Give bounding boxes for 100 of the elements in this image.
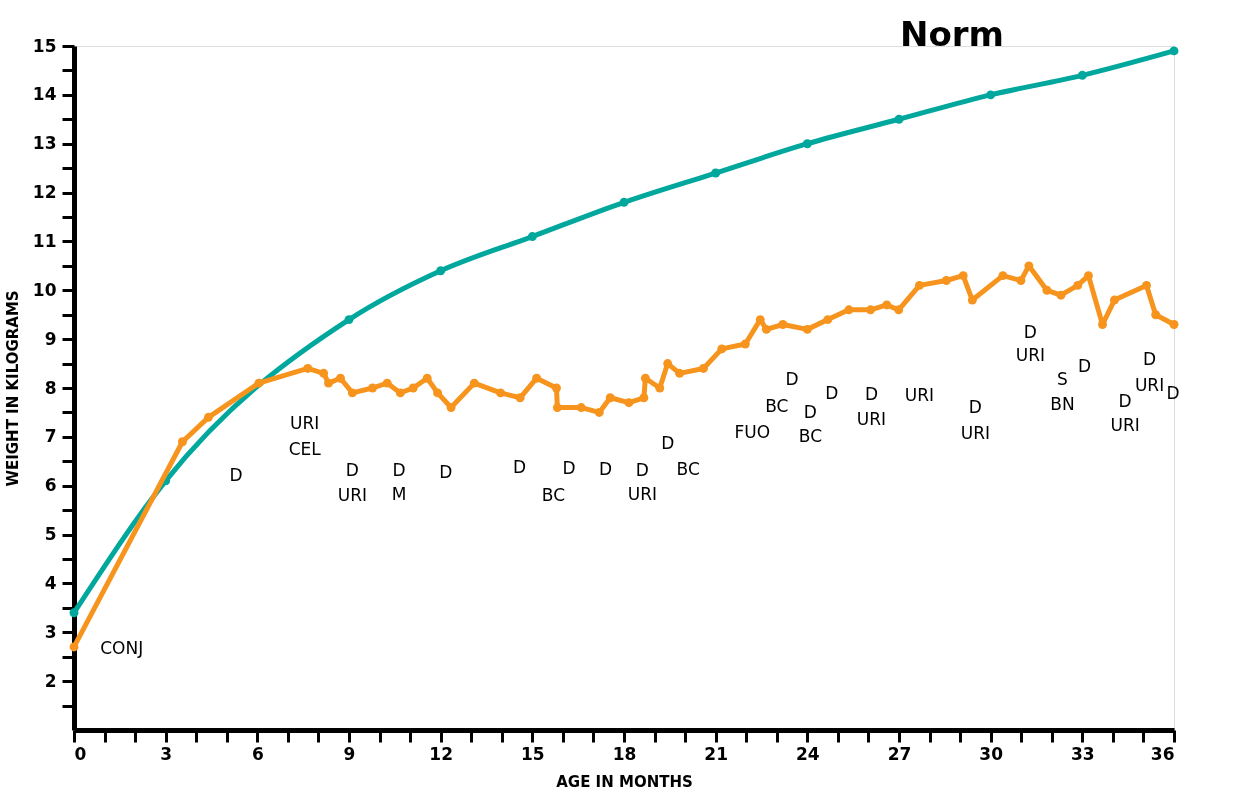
- annotation: BC: [765, 396, 789, 417]
- point: [655, 383, 665, 393]
- point: [844, 305, 854, 315]
- point: [1042, 285, 1052, 295]
- point: [740, 339, 750, 349]
- series-label: Norm: [899, 13, 1004, 54]
- annotation: S: [1057, 369, 1068, 390]
- point: [335, 373, 345, 383]
- point: [866, 305, 876, 315]
- point: [178, 437, 187, 447]
- y-tick-label: 14: [32, 84, 57, 105]
- y-tick-label: 12: [32, 182, 57, 203]
- point: [675, 368, 685, 378]
- point: [552, 383, 561, 393]
- point: [552, 403, 562, 413]
- annotation: BN: [1050, 394, 1075, 415]
- point: [1098, 320, 1107, 329]
- point: [605, 393, 615, 403]
- annotation: BC: [676, 458, 700, 479]
- point: [1073, 280, 1083, 290]
- y-tick-label: 11: [32, 230, 57, 251]
- point: [1109, 295, 1119, 305]
- point: [1016, 276, 1026, 285]
- annotation: D: [968, 397, 982, 418]
- y-tick-label: 7: [44, 426, 57, 447]
- point: [532, 373, 542, 383]
- point: [1169, 320, 1179, 329]
- point: [324, 378, 333, 388]
- annotation: D: [825, 382, 839, 403]
- annotation: URI: [960, 422, 991, 443]
- annotation: D: [661, 432, 675, 453]
- point: [254, 378, 264, 388]
- annotation: M: [391, 483, 407, 504]
- point: [698, 363, 708, 373]
- point: [576, 403, 586, 413]
- x-tick-label: 33: [1071, 743, 1095, 764]
- x-tick-label: 9: [343, 743, 356, 764]
- annotation: URI: [627, 484, 657, 505]
- point: [958, 271, 968, 281]
- annotation: URI: [904, 384, 935, 405]
- y-tick-label: 10: [32, 279, 57, 300]
- point: [1056, 290, 1066, 300]
- point: [894, 305, 904, 315]
- point: [347, 388, 357, 398]
- point: [986, 90, 996, 100]
- point: [802, 139, 812, 149]
- point: [496, 388, 506, 398]
- annotation: CEL: [288, 438, 322, 459]
- point: [639, 393, 649, 403]
- y-tick-label: 13: [32, 133, 57, 154]
- annotation: D: [439, 461, 453, 482]
- point: [941, 276, 951, 285]
- annotation: URI: [290, 412, 320, 433]
- point: [1077, 70, 1087, 80]
- annotation: D: [635, 459, 649, 480]
- annotation: D: [392, 459, 406, 480]
- point: [1151, 310, 1161, 320]
- point: [203, 412, 213, 422]
- point: [69, 642, 79, 652]
- point: [802, 324, 812, 334]
- y-tick-label: 2: [44, 670, 57, 691]
- annotation: D: [1077, 355, 1092, 376]
- y-tick-label: 9: [44, 328, 57, 349]
- annotation: FUO: [734, 421, 771, 442]
- y-tick-label: 6: [44, 475, 57, 496]
- point: [711, 168, 721, 178]
- x-tick-label: 0: [74, 743, 87, 764]
- x-tick-label: 21: [704, 743, 728, 764]
- point: [594, 407, 604, 417]
- point: [915, 280, 924, 290]
- point: [515, 393, 525, 403]
- y-tick-label: 3: [44, 621, 57, 642]
- y-tick-label: 8: [44, 377, 57, 398]
- x-tick-label: 18: [612, 743, 637, 764]
- annotation: D: [512, 456, 527, 477]
- point: [527, 232, 537, 242]
- point: [882, 300, 892, 310]
- annotation: D: [1118, 391, 1132, 412]
- point: [368, 383, 377, 393]
- annotation: D: [1023, 322, 1037, 343]
- point: [894, 114, 904, 124]
- y-axis-title: WEIGHT IN KILOGRAMS: [3, 290, 22, 487]
- annotation: CONJ: [100, 638, 144, 659]
- point: [823, 315, 833, 325]
- y-tick-label: 4: [44, 572, 57, 593]
- annotation: URI: [1134, 375, 1165, 396]
- point: [436, 266, 446, 276]
- x-tick-label: 15: [521, 743, 545, 764]
- annotation: BC: [541, 485, 566, 506]
- annotation: D: [864, 383, 879, 404]
- annotation: URI: [337, 485, 367, 506]
- annotation: D: [1143, 349, 1157, 370]
- x-axis-title: AGE IN MONTHS: [556, 772, 693, 791]
- point: [619, 197, 629, 207]
- point: [967, 295, 977, 305]
- annotation: URI: [1110, 415, 1140, 436]
- x-tick-label: 36: [1150, 743, 1175, 764]
- annotation: D: [599, 458, 613, 479]
- annotation: D: [229, 464, 243, 485]
- point: [395, 388, 405, 398]
